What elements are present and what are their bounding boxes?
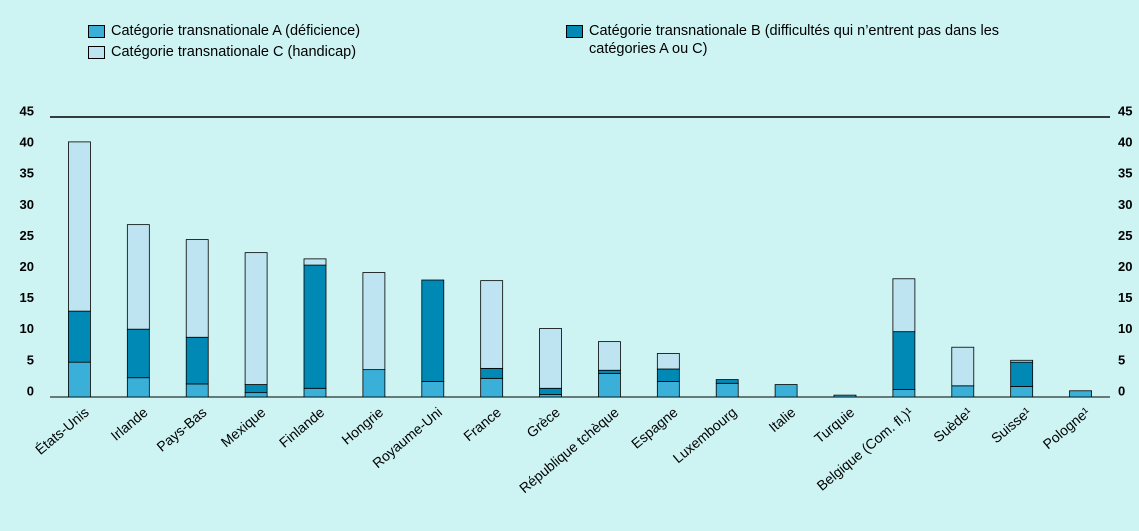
bar-segment (68, 310, 91, 363)
bar-segment (421, 381, 445, 398)
bar-segment (126, 224, 150, 330)
y2-tick-label: 30 (1118, 197, 1132, 212)
y2-tick-label: 10 (1118, 321, 1132, 336)
bar-segment (1010, 386, 1034, 398)
bar-segment (68, 141, 91, 312)
y2-tick-label: 20 (1118, 259, 1132, 274)
x-tick-label: Luxembourg (670, 404, 740, 466)
x-tick-label: Mexique (218, 404, 269, 450)
bar-segment (126, 328, 150, 379)
x-tick-label: Espagne (628, 404, 681, 452)
legend-swatch (88, 46, 105, 59)
y-tick-label: 35 (20, 166, 34, 181)
legend-item: Catégorie transnationale C (handicap) (88, 43, 356, 61)
bar-segment (656, 381, 680, 398)
y-tick-label: 20 (20, 259, 34, 274)
bar-segment (951, 346, 975, 387)
bar-segment (480, 367, 504, 379)
legend-item: Catégorie transnationale A (déficience) (88, 22, 360, 40)
x-tick-label: Italie (765, 404, 798, 435)
x-tick-label: Hongrie (338, 404, 386, 448)
bar-segment (362, 272, 386, 371)
bar-segment (1010, 359, 1034, 363)
x-tick-label: France (460, 404, 504, 444)
bar-segment (774, 384, 798, 398)
y-tick-label: 25 (20, 228, 34, 243)
bar-segment (185, 336, 209, 385)
bar-segment (892, 278, 916, 333)
bar-segment (303, 264, 327, 389)
legend-swatch (566, 25, 583, 38)
bar-segment (126, 377, 150, 398)
x-tick-label: Turquie (811, 404, 857, 447)
x-tick-label: Grèce (523, 404, 563, 441)
x-tick-label: Belgique (Com. fl.)¹ (814, 404, 917, 494)
legend-label: Catégorie transnationale A (déficience) (111, 23, 361, 39)
bar-segment (892, 389, 916, 398)
legend-item: Catégorie transnationale B (difficultés … (566, 22, 1086, 58)
x-tick-label: Pologne¹ (1040, 404, 1093, 452)
y-tick-label: 10 (20, 321, 34, 336)
bar-segment (598, 372, 621, 398)
bar-segment (421, 279, 445, 382)
y2-tick-label: 0 (1118, 383, 1125, 398)
x-tick-label: Irlande (108, 404, 151, 444)
bar-segment (185, 383, 209, 398)
bar-segment (244, 384, 268, 394)
bar-segment (715, 379, 739, 384)
legend-label: Catégorie transnationale C (handicap) (111, 44, 357, 60)
y-tick-label: 15 (20, 290, 34, 305)
bar-segment (185, 239, 209, 338)
x-tick-label: Pays-Bas (153, 404, 209, 455)
y2-tick-label: 35 (1118, 166, 1132, 181)
bar-segment (892, 331, 916, 390)
bar-segment (303, 387, 327, 398)
bar-segment (68, 361, 91, 398)
x-tick-label: Suisse¹ (988, 404, 1034, 446)
bar-segment (1010, 361, 1034, 387)
bar-segment (833, 394, 857, 398)
bar-segment (598, 369, 621, 374)
y2-tick-label: 40 (1118, 135, 1132, 150)
y-tick-label: 5 (27, 352, 34, 367)
x-tick-label: États-Unis (32, 404, 92, 458)
bar-segment (244, 252, 268, 385)
bar-segment (480, 377, 504, 398)
bar-segment (656, 353, 680, 370)
bar-segment (362, 369, 386, 398)
y-tick-label: 30 (20, 197, 34, 212)
y2-tick-label: 5 (1118, 352, 1125, 367)
bar-segment (539, 328, 562, 389)
bar-segment (656, 368, 680, 382)
y-tick-label: 40 (20, 135, 34, 150)
x-tick-label: Suède¹ (930, 404, 975, 445)
bar-segment (539, 387, 562, 395)
bar-segment (480, 280, 504, 369)
y2-tick-label: 25 (1118, 228, 1132, 243)
bar-segment (244, 392, 268, 398)
legend-label: Catégorie transnationale B (difficultés … (589, 23, 1000, 57)
y2-tick-label: 45 (1118, 103, 1132, 118)
legend-swatch (88, 25, 105, 38)
bar-segment (303, 258, 327, 266)
bar-segment (598, 341, 621, 371)
y-tick-label: 45 (20, 103, 34, 118)
y2-tick-label: 15 (1118, 290, 1132, 305)
x-tick-label: République tchèque (516, 404, 622, 496)
x-tick-label: Finlande (276, 404, 328, 451)
bar-segment (951, 385, 975, 398)
bar-segment (715, 382, 739, 398)
bar-segment (1069, 390, 1092, 398)
y-tick-label: 0 (27, 383, 34, 398)
